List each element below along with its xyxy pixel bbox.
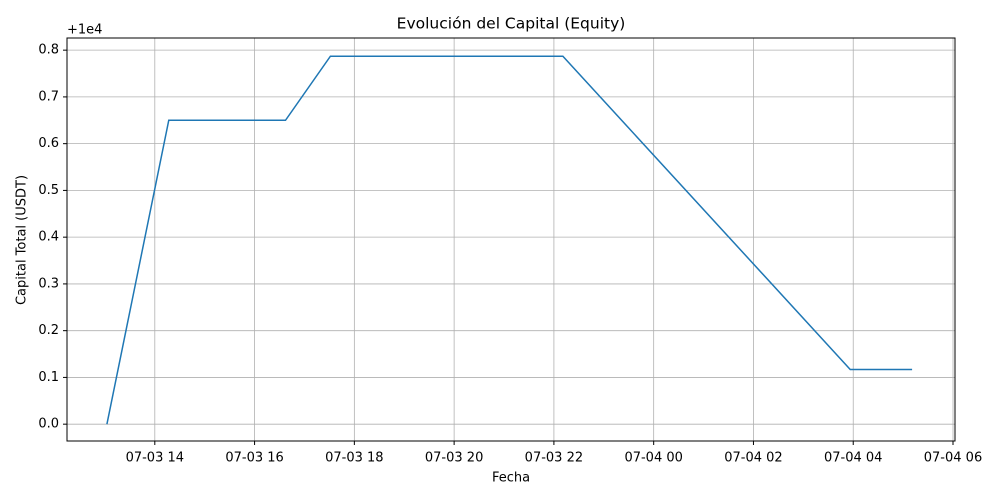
x-tick-label: 07-04 04 bbox=[824, 451, 882, 466]
x-tick-label: 07-03 18 bbox=[325, 451, 383, 466]
x-tick-label: 07-03 22 bbox=[525, 451, 583, 466]
y-tick-label: 0.8 bbox=[38, 43, 59, 58]
x-tick-label: 07-03 16 bbox=[225, 451, 283, 466]
x-tick-label: 07-04 06 bbox=[924, 451, 982, 466]
y-axis-label: Capital Total (USDT) bbox=[15, 175, 30, 305]
x-tick-label: 07-03 20 bbox=[425, 451, 483, 466]
chart-title: Evolución del Capital (Equity) bbox=[397, 15, 626, 33]
x-axis-label: Fecha bbox=[492, 471, 530, 486]
y-tick-label: 0.5 bbox=[38, 183, 59, 198]
y-tick-label: 0.4 bbox=[38, 230, 59, 245]
y-offset-label: +1e4 bbox=[67, 23, 102, 38]
plot-frame bbox=[66, 37, 956, 442]
x-tick-label: 07-03 14 bbox=[126, 451, 184, 466]
x-tick-label: 07-04 02 bbox=[724, 451, 782, 466]
y-tick-label: 0.6 bbox=[38, 136, 59, 151]
series-line bbox=[106, 55, 913, 425]
y-tick-label: 0.0 bbox=[38, 417, 59, 432]
x-tick-label: 07-04 00 bbox=[624, 451, 682, 466]
y-tick-label: 0.3 bbox=[38, 276, 59, 291]
y-tick-label: 0.1 bbox=[38, 370, 59, 385]
y-tick-label: 0.2 bbox=[38, 323, 59, 338]
y-tick-label: 0.7 bbox=[38, 89, 59, 104]
